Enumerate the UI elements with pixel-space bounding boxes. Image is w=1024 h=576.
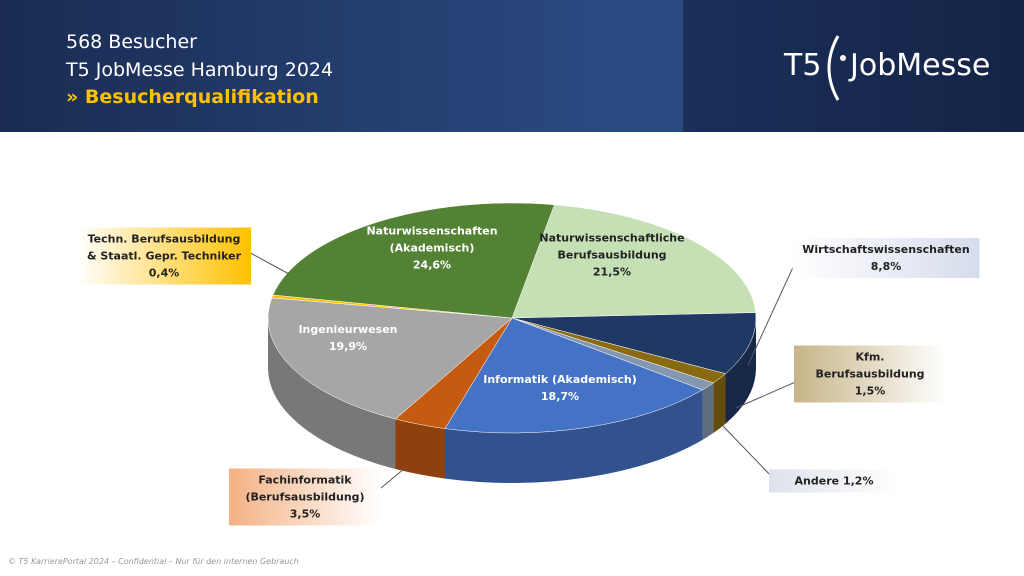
pie-tops xyxy=(267,202,757,434)
data-label: Wirtschaftswissenschaften 8,8% xyxy=(792,238,980,278)
value-label: 24,6% xyxy=(412,258,452,272)
category-label: Naturwissenschaftliche Berufsausbildung xyxy=(539,231,685,262)
value-label: 1,5% xyxy=(854,384,886,398)
category-label: Informatik (Akademisch) xyxy=(483,373,637,386)
logo-dot xyxy=(840,55,846,61)
slice xyxy=(267,297,513,420)
subtitle: » Besucherqualifikation xyxy=(66,86,319,108)
category-label: Andere xyxy=(794,474,840,488)
value-label: 8,8% xyxy=(870,260,902,273)
data-label: Naturwissenschaften (Akademisch) 24,6% xyxy=(362,223,502,274)
title-line: 568 Besucher xyxy=(66,31,197,53)
logo-text: JobMesse xyxy=(850,48,991,83)
data-label: Techn. Berufsausbildung & Staatl. Gepr. … xyxy=(77,227,251,285)
slice-side xyxy=(725,318,756,424)
footer: © T5 KarrierePortal 2024 – Confidential … xyxy=(8,557,299,566)
slice xyxy=(272,202,555,319)
data-label: Ingenieurwesen 19,9% xyxy=(288,321,408,355)
category-label: Kfm. Berufsausbildung xyxy=(815,350,925,381)
logo-text: T5 xyxy=(784,48,822,83)
data-label: Naturwissenschaftliche Berufsausbildung 2… xyxy=(527,230,697,281)
data-label: Andere 1,2% xyxy=(769,469,899,493)
category-label: Ingenieurwesen xyxy=(298,323,398,336)
leader-line xyxy=(735,379,801,409)
slice-side xyxy=(395,419,446,479)
pie xyxy=(267,202,757,483)
header-logo-band xyxy=(683,0,1024,132)
data-label: Kfm. Berufsausbildung 1,5% xyxy=(794,345,946,403)
category-label: Fachinformatik (Berufsausbildung) xyxy=(245,473,365,504)
category-label: Naturwissenschaften (Akademisch) xyxy=(366,224,498,255)
slice-side xyxy=(702,382,714,440)
leader-line xyxy=(747,251,801,366)
pie-sides xyxy=(268,318,756,483)
value-label: 0,4% xyxy=(148,266,180,280)
value-label: 3,5% xyxy=(289,507,321,521)
slice-side xyxy=(268,318,396,470)
value-label: 18,7% xyxy=(540,390,580,403)
leader-line xyxy=(721,424,776,481)
data-label: Fachinformatik (Berufsausbildung) 3,5% xyxy=(229,468,381,526)
leader-line xyxy=(244,249,290,275)
data-label: Informatik (Akademisch) 18,7% xyxy=(475,371,645,405)
slice xyxy=(511,312,757,374)
title-line: T5 JobMesse Hamburg 2024 xyxy=(66,59,334,81)
category-label: Wirtschaftswissenschaften xyxy=(802,243,970,256)
category-label: Techn. Berufsausbildung & Staatl. Gepr. … xyxy=(86,232,242,263)
slice-side xyxy=(713,373,726,433)
slice xyxy=(511,204,757,319)
value-label: 21,5% xyxy=(592,265,632,279)
logo-arc xyxy=(827,35,840,101)
slice-side xyxy=(445,389,703,483)
value-label: 19,9% xyxy=(328,340,368,353)
value-label: 1,2% xyxy=(842,474,874,488)
slice xyxy=(444,317,704,434)
